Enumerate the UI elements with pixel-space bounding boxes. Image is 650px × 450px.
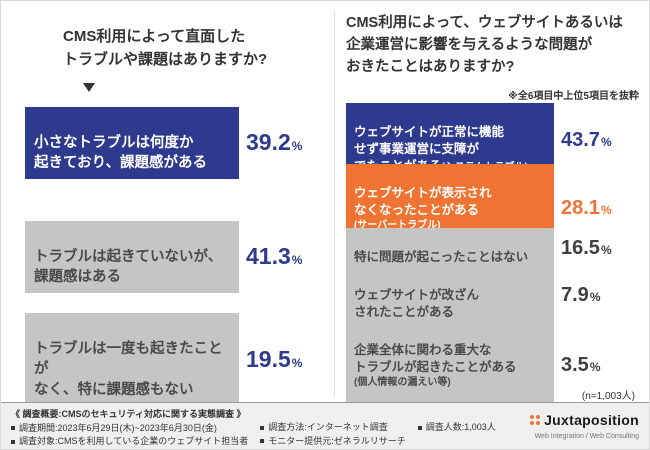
answer-row: ウェブサイトが改ざん されたことがある 7.9% (346, 266, 600, 325)
percent-value: 41.3% (246, 243, 302, 270)
bullet-icon (11, 439, 15, 444)
left-chart-title: CMS利用によって直面した トラブルや課題はありますか? (63, 28, 268, 69)
percent-unit: % (600, 203, 612, 217)
answer-label: 小さなトラブルは何度か 起きており、課題感がある (34, 134, 207, 172)
logo-tagline: Web Integration / Web Consulting (534, 432, 639, 440)
answer-label: ウェブサイトが改ざん されたことがある (354, 287, 480, 319)
answer-bar: 企業全体に関わる重大な トラブルが起きたことがある (個人情報の漏えい等) (346, 321, 554, 410)
percent-unit: % (291, 355, 303, 370)
survey-overview-col3: 調査人数:1,003人 (417, 421, 496, 435)
percent-value: 43.7% (561, 129, 612, 152)
right-chart-title: CMS利用によって、ウェブサイトあるいは 企業運営に影響を与えるような問題が お… (346, 15, 623, 75)
answer-label: 企業全体に関わる重大な トラブルが起きたことがある (354, 342, 517, 374)
logo-name: Juxtaposition (544, 411, 639, 428)
survey-detail-text: 調査方法:インターネット調査 (268, 422, 388, 432)
survey-detail-text: 調査人数:1,003人 (425, 422, 496, 432)
answer-bar: トラブルは一度も起きたことが なく、特に課題感もない (25, 313, 239, 406)
survey-overview: 《 調査概要:CMSのセキュリティ対応に関する実態調査 》 調査期間:2023年… (11, 408, 248, 449)
survey-detail: 調査期間:2023年6月29日(木)~2023年6月30日(金) (11, 422, 248, 436)
percent-value: 3.5% (561, 354, 600, 377)
percent-unit: % (589, 360, 601, 374)
answer-row: 小さなトラブルは何度か 起きており、課題感がある 39.2% (25, 107, 302, 179)
answer-row: トラブルは起きていないが、 課題感はある 41.3% (25, 221, 302, 293)
answer-row: 企業全体に関わる重大な トラブルが起きたことがある (個人情報の漏えい等) 3.5… (346, 321, 600, 410)
answer-label: トラブルは一度も起きたことが なく、特に課題感もない (34, 340, 223, 398)
excerpt-note: ※全6項目中上位5項目を抜粋 (508, 91, 639, 102)
answer-label: ウェブサイトが正常に機能 せず事業運営に支障が でたことがある (354, 124, 505, 173)
percent-unit: % (291, 139, 303, 154)
survey-overview-title: 《 調査概要:CMSのセキュリティ対応に関する実態調査 》 (11, 409, 246, 419)
bullet-icon (417, 425, 422, 430)
percent-unit: % (600, 243, 612, 258)
bullet-icon (260, 439, 265, 444)
survey-detail: モニター提供元:ゼネラルリサーチ (260, 435, 406, 449)
left-chart: CMS利用によって直面した トラブルや課題はありますか? 小さなトラブルは何度か… (1, 1, 334, 406)
down-arrow-icon (83, 83, 95, 92)
survey-footer: 《 調査概要:CMSのセキュリティ対応に関する実態調査 》 調査期間:2023年… (1, 402, 649, 449)
percent-number: 39.2 (246, 129, 291, 156)
answer-label: ウェブサイトが表示され なくなったことがある (354, 185, 492, 217)
charts-area: CMS利用によって直面した トラブルや課題はありますか? 小さなトラブルは何度か… (1, 1, 649, 410)
answer-row: トラブルは一度も起きたことが なく、特に課題感もない 19.5% (25, 313, 302, 406)
survey-detail-text: 調査期間:2023年6月29日(木)~2023年6月30日(金) (19, 422, 217, 433)
percent-unit: % (589, 289, 601, 304)
percent-unit: % (600, 135, 612, 150)
percent-number: 7.9 (561, 283, 589, 306)
bullet-icon (11, 426, 15, 431)
percent-number: 41.3 (246, 243, 291, 270)
logo-row: Juxtaposition (530, 410, 639, 431)
answer-bar: トラブルは起きていないが、 課題感はある (25, 221, 239, 293)
survey-detail-text: 調査対象:CMSを利用している企業のウェブサイト担当者 (19, 436, 249, 446)
percent-unit: % (291, 253, 303, 268)
survey-detail-text: モニター提供元:ゼネラルリサーチ (268, 435, 406, 446)
logo-dots-icon (530, 415, 541, 426)
percent-value: 16.5% (561, 237, 612, 260)
survey-overview-col2: 調査方法:インターネット調査 モニター提供元:ゼネラルリサーチ (260, 421, 406, 448)
percent-value: 39.2% (246, 129, 302, 156)
percent-number: 16.5 (561, 237, 600, 260)
bullet-icon (260, 425, 265, 430)
answer-bar: 小さなトラブルは何度か 起きており、課題感がある (25, 107, 239, 179)
answer-bar: ウェブサイトが改ざん されたことがある (346, 266, 554, 325)
percent-number: 28.1 (561, 197, 600, 219)
percent-number: 3.5 (561, 354, 589, 376)
right-chart: CMS利用によって、ウェブサイトあるいは 企業運営に影響を与えるような問題が お… (334, 1, 649, 410)
percent-value: 7.9% (561, 284, 600, 307)
sample-size: (n=1,003人) (581, 391, 635, 402)
answer-label: トラブルは起きていないが、 課題感はある (34, 248, 223, 286)
percent-value: 19.5% (246, 346, 302, 373)
answer-bar: 特に問題が起こったことはない (346, 228, 554, 270)
answer-sublabel: (サーバートラブル) (354, 219, 441, 231)
company-logo: Juxtaposition Web Integration / Web Cons… (530, 410, 639, 443)
answer-row: 特に問題が起こったことはない 16.5% (346, 228, 612, 270)
survey-detail: 調査人数:1,003人 (417, 421, 496, 435)
percent-number: 43.7 (561, 129, 600, 152)
percent-value: 28.1% (561, 197, 612, 220)
answer-sublabel: (個人情報の漏えい等) (354, 376, 451, 388)
survey-detail: 調査対象:CMSを利用している企業のウェブサイト担当者 (11, 435, 248, 449)
column-divider (334, 11, 335, 396)
survey-detail: 調査方法:インターネット調査 (260, 421, 406, 435)
answer-label: 特に問題が起こったことはない (354, 249, 529, 264)
percent-number: 19.5 (246, 345, 291, 372)
